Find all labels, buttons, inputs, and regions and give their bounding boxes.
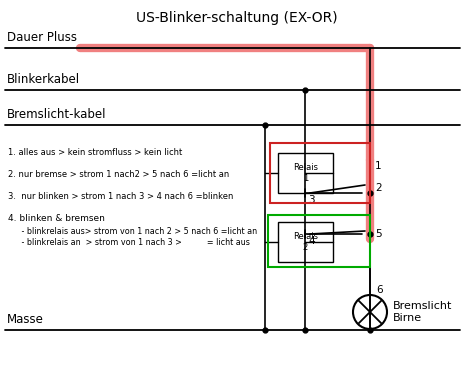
Text: - blinkrelais aus> strom von 1 nach 2 > 5 nach 6 =licht an: - blinkrelais aus> strom von 1 nach 2 > … [14,227,257,236]
Text: Blinkerkabel: Blinkerkabel [7,73,80,86]
Text: 5: 5 [375,229,382,239]
Text: 3.  nur blinken > strom 1 nach 3 > 4 nach 6 =blinken: 3. nur blinken > strom 1 nach 3 > 4 nach… [8,192,233,201]
Text: - blinkrelais an  > strom von 1 nach 3 >          = licht aus: - blinkrelais an > strom von 1 nach 3 > … [14,238,250,247]
Text: 3: 3 [308,195,315,205]
Text: Relais
1: Relais 1 [293,163,318,183]
Text: Relais
2: Relais 2 [293,232,318,252]
Text: Bremslicht
Birne: Bremslicht Birne [393,301,452,323]
Text: Dauer Pluss: Dauer Pluss [7,31,77,44]
Bar [278,222,333,262]
Text: 1. alles aus > kein stromfluss > kein licht: 1. alles aus > kein stromfluss > kein li… [8,148,182,157]
Text: 1: 1 [375,161,382,171]
Text: 4: 4 [308,236,315,246]
Text: US-Blinker-schaltung (EX-OR): US-Blinker-schaltung (EX-OR) [136,11,338,25]
Text: 4. blinken & bremsen: 4. blinken & bremsen [8,214,105,223]
Text: Masse: Masse [7,313,44,326]
Bar [268,215,370,267]
Text: 6: 6 [376,285,383,295]
Text: 2: 2 [375,183,382,193]
Text: Bremslicht-kabel: Bremslicht-kabel [7,108,107,121]
Bar [270,143,370,203]
Text: 2. nur bremse > strom 1 nach2 > 5 nach 6 =licht an: 2. nur bremse > strom 1 nach2 > 5 nach 6… [8,170,229,179]
Bar [278,153,333,193]
